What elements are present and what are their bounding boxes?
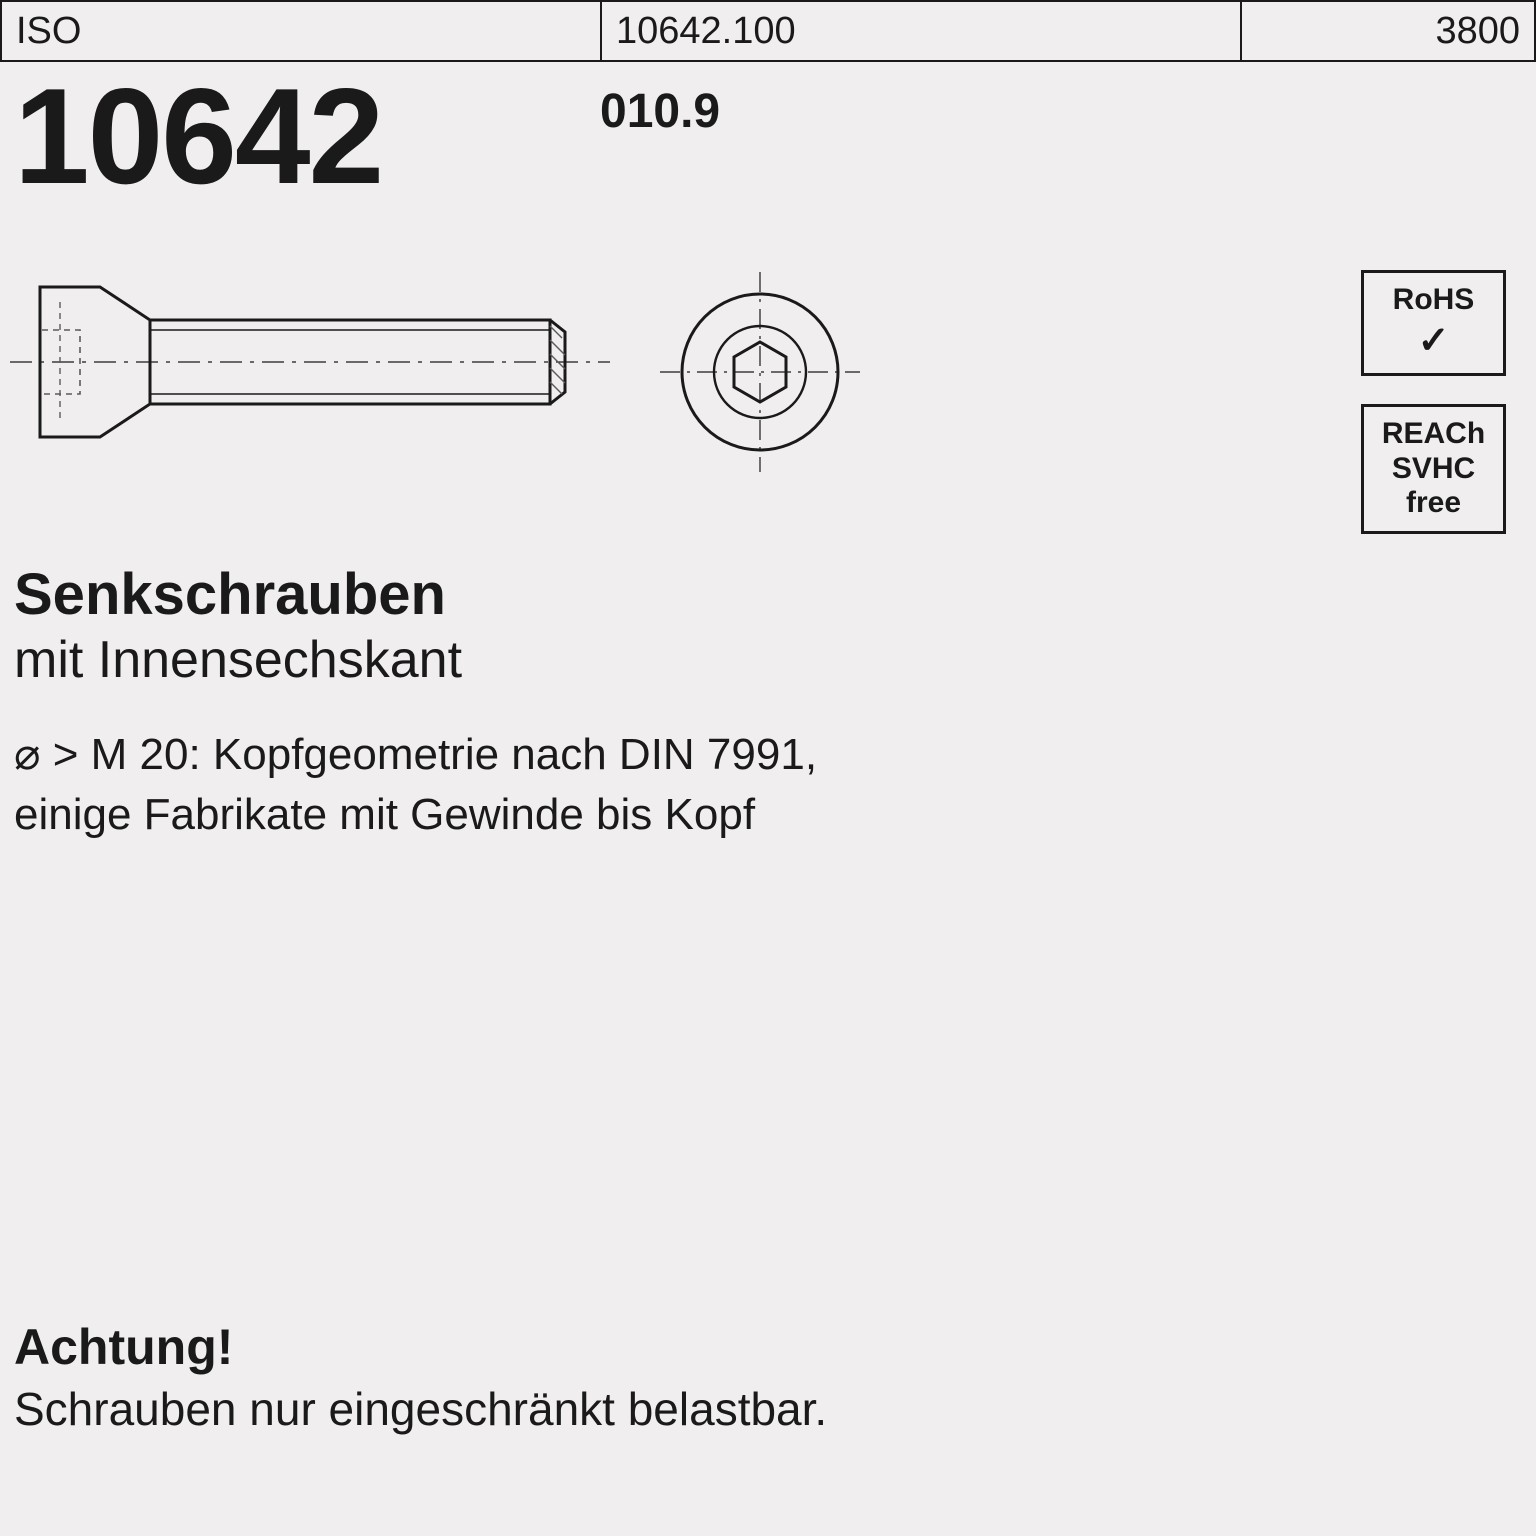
technical-drawing	[0, 242, 1536, 522]
warning-text: Schrauben nur eingeschränkt belastbar.	[14, 1382, 827, 1436]
product-subtitle: mit Innensechskant	[14, 628, 1522, 693]
header-row: ISO 10642.100 3800	[0, 0, 1536, 62]
note-line2: einige Fabrikate mit Gewinde bis Kopf	[14, 790, 755, 839]
reach-line3: free	[1406, 486, 1461, 519]
note-line1: ⌀ > M 20: Kopfgeometrie nach DIN 7991,	[14, 730, 817, 779]
warning-block: Achtung! Schrauben nur eingeschränkt bel…	[14, 1318, 827, 1436]
header-left: ISO	[2, 2, 602, 60]
description-block: Senkschrauben mit Innensechskant ⌀ > M 2…	[0, 522, 1536, 844]
header-center: 10642.100	[602, 2, 1242, 60]
check-icon: ✓	[1370, 320, 1497, 364]
product-note: ⌀ > M 20: Kopfgeometrie nach DIN 7991, e…	[14, 725, 1114, 844]
strength-grade: 010.9	[600, 62, 720, 139]
standard-number: 10642	[14, 62, 600, 212]
rohs-badge: RoHS ✓	[1361, 270, 1506, 376]
compliance-badges: RoHS ✓ REACh SVHC free	[1361, 270, 1506, 534]
screw-side-view	[10, 262, 610, 462]
rohs-label: RoHS	[1393, 283, 1475, 316]
reach-line2: SVHC	[1392, 452, 1475, 485]
warning-title: Achtung!	[14, 1318, 827, 1376]
reach-badge: REACh SVHC free	[1361, 404, 1506, 534]
title-row: 10642 010.9	[0, 62, 1536, 212]
product-name: Senkschrauben	[14, 562, 1522, 629]
header-right: 3800	[1242, 2, 1534, 60]
reach-line1: REACh	[1382, 417, 1485, 450]
screw-top-view	[660, 272, 860, 472]
